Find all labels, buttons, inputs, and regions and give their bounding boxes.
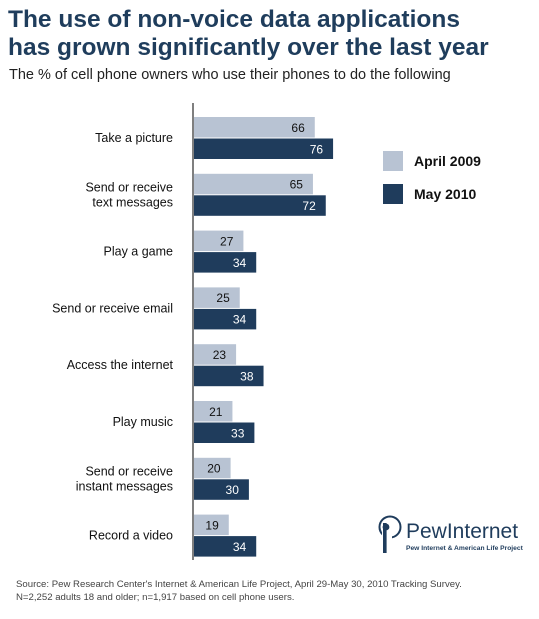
category-label: Play music (113, 415, 173, 429)
pew-internet-logo: PewInternet Pew Internet & American Life… (378, 515, 524, 553)
data-label: 34 (233, 256, 247, 270)
source-note: Source: Pew Research Center's Internet &… (16, 578, 462, 604)
bar (194, 365, 264, 387)
plot-area: Take a picture 66 76 Send or receive text me… (52, 103, 334, 560)
data-label: 33 (231, 426, 245, 440)
category-label: Send or receive email (52, 301, 173, 315)
bar (194, 457, 231, 479)
bar (194, 536, 257, 557)
source-line-2: N=2,252 adults 18 and older; n=1,917 bas… (16, 592, 295, 603)
data-label: 27 (220, 234, 234, 248)
data-label: 38 (240, 369, 254, 383)
bar (194, 173, 313, 195)
logo-brand-text: PewInternet (406, 520, 518, 543)
bar (194, 195, 326, 216)
bar (194, 401, 233, 422)
category-label: Take a picture (95, 131, 173, 145)
data-label: 66 (291, 121, 305, 135)
chart-title-line-2: has grown significantly over the last ye… (8, 34, 489, 61)
bar (194, 344, 237, 365)
legend-label: April 2009 (414, 153, 481, 169)
data-label: 34 (233, 540, 247, 554)
category-label: Send or receive instant messages (76, 464, 173, 493)
data-label: 25 (216, 291, 230, 305)
legend-swatch (383, 151, 403, 171)
data-label: 19 (205, 518, 219, 532)
pew-logo-icon (378, 515, 402, 553)
legend-label: May 2010 (414, 186, 476, 202)
category-label: Play a game (104, 245, 174, 259)
bar (194, 252, 257, 273)
bar (194, 308, 257, 330)
bar (194, 422, 255, 443)
bar (194, 287, 240, 308)
data-label: 76 (310, 142, 324, 156)
bar (194, 117, 315, 138)
bar (194, 138, 334, 159)
data-label: 20 (207, 462, 221, 476)
category-label: Access the internet (67, 358, 174, 372)
bar (194, 230, 244, 252)
chart-subtitle: The % of cell phone owners who use their… (9, 67, 451, 83)
data-label: 65 (290, 178, 304, 192)
chart-title-line-1: The use of non-voice data applications (8, 6, 460, 33)
data-label: 72 (302, 199, 316, 213)
category-label: Record a video (89, 529, 173, 543)
source-line-1: Source: Pew Research Center's Internet &… (16, 579, 462, 590)
data-label: 21 (209, 405, 223, 419)
bar (194, 479, 249, 500)
chart-legend: April 2009 May 2010 (383, 151, 481, 204)
chart-title: The use of non-voice data applications h… (8, 6, 489, 62)
data-label: 34 (233, 313, 247, 327)
data-label: 30 (226, 483, 240, 497)
bar (194, 514, 229, 536)
bar-chart: Take a picture 66 76 Send or receive text me… (52, 103, 524, 560)
category-label: Send or receive text messages (85, 180, 173, 209)
legend-swatch (383, 184, 403, 204)
data-label: 23 (213, 348, 227, 362)
logo-tagline-text: Pew Internet & American Life Project (406, 545, 524, 552)
